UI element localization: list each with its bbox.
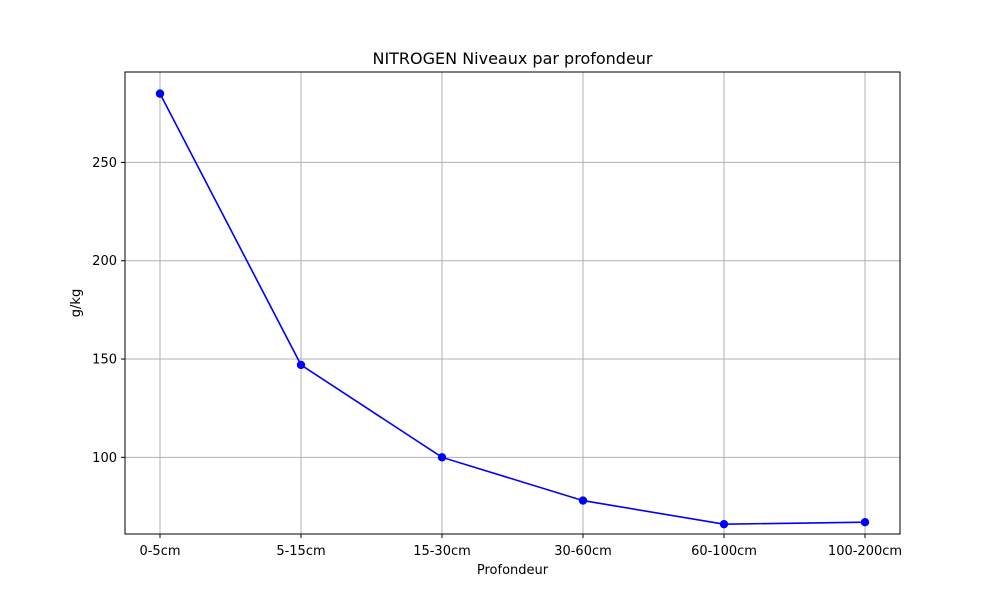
chart-title: NITROGEN Niveaux par profondeur [372, 49, 652, 68]
y-tick-label: 100 [92, 451, 117, 466]
x-tick-label: 5-15cm [276, 544, 325, 559]
data-point-30-60cm [578, 496, 588, 505]
data-point-15-30cm [437, 453, 447, 462]
x-tick-label: 100-200cm [828, 544, 902, 559]
ticks: 0-5cm 5-15cm 15-30cm 30-60cm 60-100cm 100-200… [92, 156, 902, 559]
data-point-0-5cm [155, 89, 165, 98]
x-tick-label: 30-60cm [554, 544, 612, 559]
x-tick-label: 60-100cm [691, 544, 757, 559]
y-tick-label: 150 [92, 353, 117, 368]
x-axis-label: Profondeur [477, 563, 549, 578]
y-axis-label: g/kg [69, 289, 84, 317]
series-layer [155, 89, 870, 529]
y-tick-label: 250 [92, 156, 117, 171]
plot-frame [124, 71, 901, 535]
grid [125, 72, 900, 534]
data-point-5-15cm [296, 360, 306, 370]
data-point-60-100cm [719, 519, 729, 529]
x-tick-label: 15-30cm [413, 544, 471, 559]
y-tick-label: 200 [92, 254, 117, 269]
series-line [159, 93, 866, 525]
data-point-100-200cm [860, 518, 870, 527]
x-tick-label: 0-5cm [139, 544, 180, 559]
